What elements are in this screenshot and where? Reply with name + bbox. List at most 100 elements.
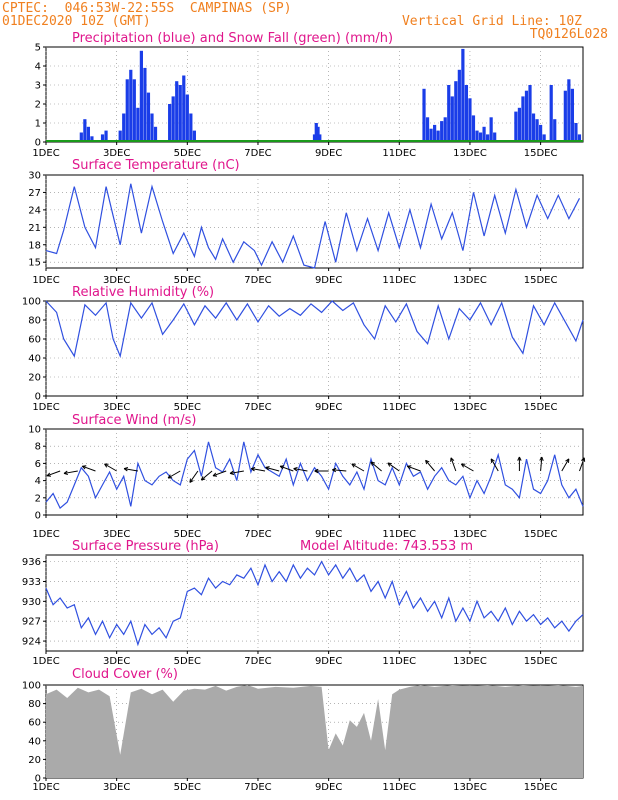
precip-bar [440, 121, 444, 142]
panel-title: Surface Wind (m/s) [72, 413, 196, 428]
precip-bar [136, 107, 140, 142]
header-run-id: TQ0126L028 [529, 27, 608, 42]
x-tick-label: 7DEC [244, 148, 271, 159]
precip-bar [316, 126, 320, 142]
wind-arrow [251, 468, 266, 472]
precip-bar [168, 104, 172, 142]
panel-2: 0 20 40 60 80 100 1DEC 3DEC 5DEC 7DEC 9DEC 11DEC 13D… [22, 285, 584, 413]
wind-arrow-head [351, 463, 355, 468]
panel-frame [45, 554, 584, 652]
wind-arrow-head [123, 466, 129, 470]
wind-arrow-head [279, 465, 284, 470]
wind-arrow-head [293, 466, 298, 470]
y-tick-label: 0 [35, 774, 41, 785]
x-tick-label: 5DEC [174, 782, 201, 793]
wind-arrow [212, 470, 227, 477]
precip-bar [553, 119, 557, 142]
y-tick-label: 933 [22, 577, 41, 588]
y-tick-label: 21 [28, 223, 41, 234]
x-tick-label: 13DEC [453, 402, 487, 413]
y-tick-label: 930 [22, 597, 41, 608]
wind-arrow-head [581, 457, 585, 461]
precip-bar [189, 113, 193, 142]
wind-arrow-head [46, 472, 51, 477]
precip-bar [570, 88, 575, 142]
precip-bar [318, 134, 322, 142]
panel-title: Surface Pressure (hPa) [72, 539, 219, 554]
wind-arrow-head [81, 465, 86, 470]
precip-bar [175, 81, 179, 142]
panel-3: 0 2 4 6 8 10 1DEC 3DEC 5DEC 7DEC 9DEC 11DEC 13DEC 15D… [28, 413, 584, 540]
header-grid-note: Vertical Grid Line: 10Z [401, 14, 582, 29]
precip-bar [433, 124, 437, 142]
panel-0: 0 1 2 3 4 5 1DEC 3DEC 5DEC 7DEC 9DEC 11DEC 13DEC 15DE… [32, 31, 584, 159]
series-line [45, 560, 584, 647]
precip-bar [475, 130, 479, 142]
precip-bar [535, 119, 539, 142]
y-tick-label: 2 [35, 100, 41, 111]
x-tick-label: 9DEC [315, 275, 342, 286]
wind-arrow [293, 468, 308, 472]
wind-arrow-head [63, 470, 68, 474]
precip-bar [482, 126, 486, 142]
x-tick-label: 3DEC [103, 529, 130, 540]
x-tick-label: 11DEC [382, 529, 416, 540]
x-tick-label: 7DEC [244, 782, 271, 793]
x-tick-label: 9DEC [315, 656, 342, 667]
x-tick-label: 15DEC [524, 148, 558, 159]
x-tick-label: 1DEC [32, 529, 59, 540]
wind-arrow [370, 461, 382, 472]
precip-bar [563, 90, 567, 142]
y-tick-label: 2 [35, 493, 41, 504]
precip-bar [457, 69, 461, 142]
wind-arrow [167, 470, 181, 479]
panel-frame [45, 428, 584, 516]
wind-arrow-head [387, 462, 391, 467]
precip-bar [129, 69, 133, 142]
x-tick-label: 13DEC [453, 782, 487, 793]
wind-arrow [82, 465, 96, 472]
x-tick-label: 3DEC [103, 656, 130, 667]
y-tick-label: 60 [28, 718, 41, 729]
wind-arrow [229, 470, 244, 474]
y-tick-label: 924 [22, 637, 41, 648]
wind-arrow [332, 469, 347, 472]
x-tick-label: 13DEC [453, 148, 487, 159]
wind-arrow-head [265, 466, 270, 468]
wind-arrow [104, 463, 117, 472]
precip-bar [83, 119, 87, 142]
precip-bar [178, 85, 182, 142]
y-tick-label: 5 [35, 43, 41, 54]
wind-arrow-head [167, 474, 171, 479]
y-tick-label: 20 [28, 755, 41, 766]
wind-arrow-head [425, 459, 430, 463]
wind-arrow-head [370, 461, 373, 466]
precip-bar [422, 88, 426, 142]
x-tick-label: 11DEC [382, 656, 416, 667]
y-tick-label: 80 [28, 316, 41, 327]
precip-bar [464, 85, 469, 142]
x-tick-label: 7DEC [244, 275, 271, 286]
precip-bar [454, 81, 458, 142]
y-tick-label: 0 [35, 511, 41, 522]
wind-arrow [201, 470, 213, 481]
precip-bar [429, 128, 433, 142]
y-tick-label: 80 [28, 699, 41, 710]
header-date: 01DEC2020 10Z (GMT) [2, 14, 151, 29]
precip-bar [471, 115, 476, 142]
y-tick-label: 4 [35, 62, 41, 73]
wind-arrow [265, 466, 280, 472]
wind-arrow-head [104, 463, 108, 468]
precip-bar [90, 136, 94, 142]
wind-arrow-head [490, 458, 495, 462]
wind-arrow [425, 459, 436, 472]
wind-arrow [46, 470, 61, 477]
precip-bar [577, 134, 582, 142]
precip-bar [122, 113, 126, 142]
series-line [45, 183, 581, 269]
wind-arrow-head [212, 472, 217, 477]
y-tick-label: 927 [22, 617, 41, 628]
precip-bar [436, 130, 440, 142]
y-tick-label: 3 [35, 81, 41, 92]
wind-arrow-head [123, 468, 128, 472]
